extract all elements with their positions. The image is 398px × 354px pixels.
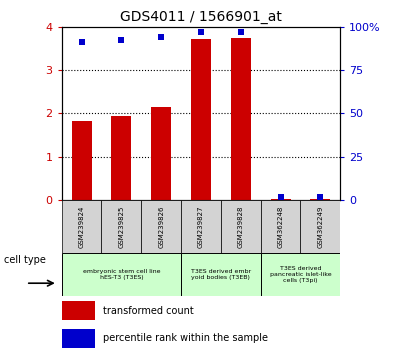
Text: GSM239825: GSM239825 [118, 205, 125, 248]
Text: T3ES derived embr
yoid bodies (T3EB): T3ES derived embr yoid bodies (T3EB) [191, 269, 251, 280]
Bar [221, 200, 261, 253]
Text: percentile rank within the sample: percentile rank within the sample [103, 333, 269, 343]
Bar [300, 200, 340, 253]
Text: GSM362248: GSM362248 [277, 205, 284, 248]
Bar [62, 253, 181, 296]
Bar [141, 200, 181, 253]
Text: GSM362249: GSM362249 [317, 205, 324, 248]
Bar [310, 199, 330, 200]
Bar [261, 200, 300, 253]
Bar [181, 253, 261, 296]
Bar [111, 116, 131, 200]
Text: GSM239827: GSM239827 [198, 205, 204, 248]
Bar [231, 38, 251, 200]
Bar [181, 200, 221, 253]
Bar [72, 121, 92, 200]
Bar [62, 301, 95, 320]
Bar [101, 200, 141, 253]
Text: transformed count: transformed count [103, 306, 194, 316]
Text: GSM239826: GSM239826 [158, 205, 164, 248]
Text: cell type: cell type [4, 255, 46, 265]
Text: GSM239828: GSM239828 [238, 205, 244, 248]
Title: GDS4011 / 1566901_at: GDS4011 / 1566901_at [120, 10, 282, 24]
Text: embryonic stem cell line
hES-T3 (T3ES): embryonic stem cell line hES-T3 (T3ES) [83, 269, 160, 280]
Bar [261, 253, 340, 296]
Bar [271, 199, 291, 200]
Bar [151, 107, 171, 200]
Bar [62, 200, 101, 253]
Bar [191, 39, 211, 200]
Text: T3ES derived
pancreatic islet-like
cells (T3pi): T3ES derived pancreatic islet-like cells… [270, 266, 331, 282]
Text: GSM239824: GSM239824 [78, 205, 85, 248]
Bar [62, 329, 95, 348]
